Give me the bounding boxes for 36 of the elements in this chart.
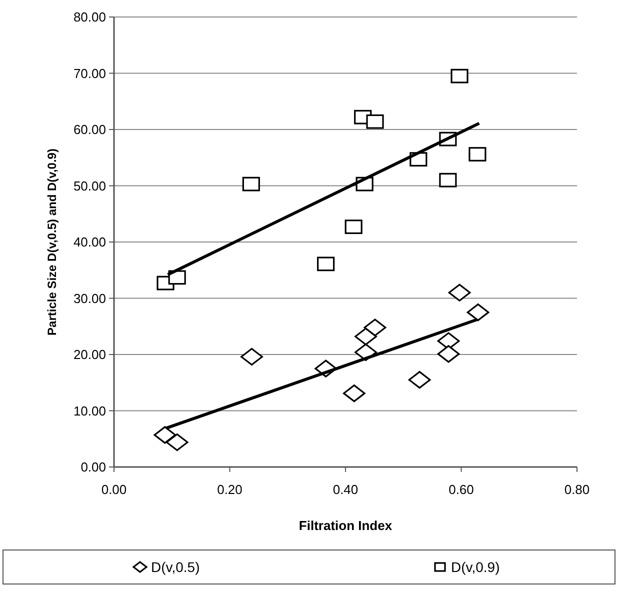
legend-label: D(v,0.5) <box>151 558 200 575</box>
y-tick-label: 20.00 <box>73 347 106 362</box>
x-tick-label: 0.80 <box>564 482 590 497</box>
y-tick-label: 10.00 <box>73 403 106 418</box>
y-tick-label: 60.00 <box>73 122 106 138</box>
y-tick-label: 50.00 <box>73 178 106 194</box>
y-tick-label: 0.00 <box>80 460 106 475</box>
point <box>166 433 188 452</box>
point <box>450 68 468 84</box>
point <box>242 176 260 192</box>
y-tick-label: 80.00 <box>73 10 106 25</box>
point <box>439 172 457 188</box>
point <box>448 284 471 302</box>
point <box>240 348 263 366</box>
y-tick-label: 70.00 <box>73 66 106 81</box>
point <box>168 270 186 285</box>
point <box>154 426 176 444</box>
x-tick-label: 0.00 <box>101 482 127 497</box>
x-tick-label: 0.60 <box>448 482 474 497</box>
point <box>344 220 362 234</box>
x-tick-label: 0.40 <box>332 482 358 497</box>
x-axis-title: Filtration Index <box>298 518 393 533</box>
point <box>466 304 490 322</box>
legend-label: D(v,0.9) <box>451 558 500 575</box>
point <box>408 371 431 389</box>
y-tick-label: 30.00 <box>73 290 106 306</box>
point <box>317 256 335 272</box>
x-tick-label: 0.20 <box>217 482 242 497</box>
point <box>364 318 386 336</box>
point <box>468 147 486 162</box>
y-axis-title: Particle Size D(v,0.5) and D(v,0.9) <box>45 148 59 336</box>
point <box>354 328 377 346</box>
point <box>342 384 366 402</box>
y-tick-label: 40.00 <box>73 234 106 250</box>
point <box>437 345 460 363</box>
point <box>366 114 384 129</box>
